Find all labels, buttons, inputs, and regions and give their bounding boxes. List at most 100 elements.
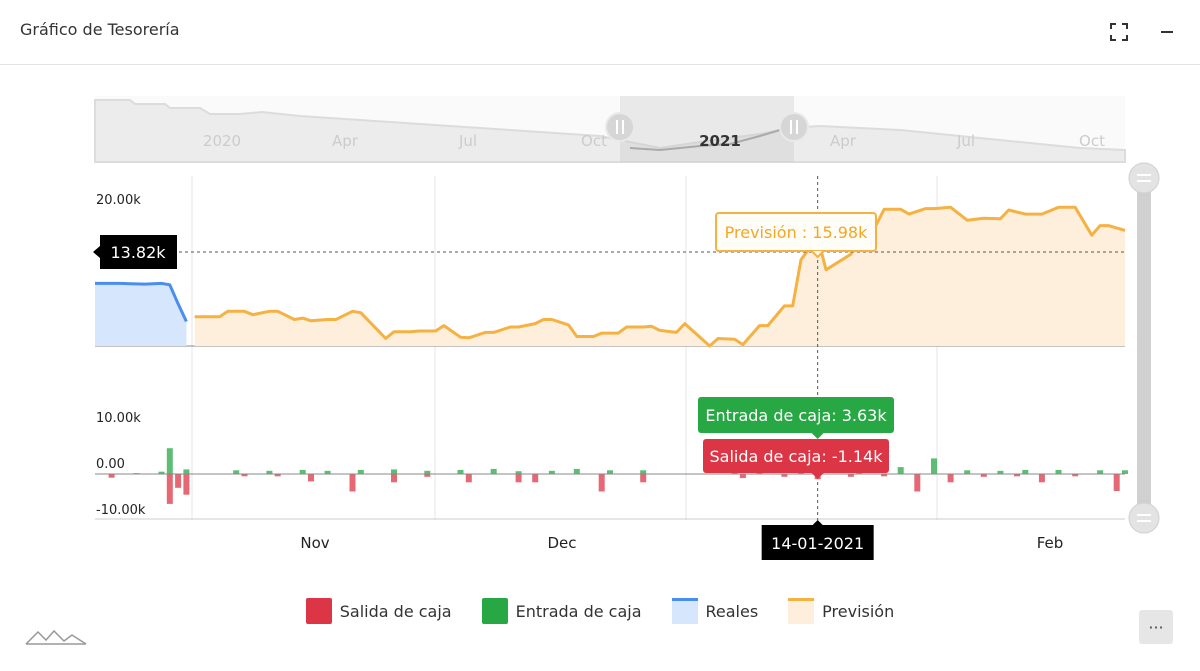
mountain-logo-icon	[24, 626, 88, 652]
entrada-bar	[324, 470, 331, 474]
chart-menu-button[interactable]: ···	[1139, 610, 1173, 644]
scrollbar-handle-top[interactable]	[1128, 162, 1160, 194]
reales-area-fill	[95, 283, 187, 346]
tooltip-entrada: Entrada de caja: 3.63k	[698, 397, 894, 439]
entrada-bar	[1122, 470, 1128, 474]
expand-icon[interactable]	[1107, 20, 1131, 44]
entrada-bar	[266, 470, 273, 474]
entrada-bar	[490, 468, 497, 474]
crosshair-y-value: 13.82k	[110, 243, 166, 262]
navigator-label: Oct	[581, 132, 607, 150]
prevision-area-fill	[194, 207, 1125, 346]
salida-bar	[980, 474, 987, 477]
legend-label-reales: Reales	[705, 601, 759, 621]
tooltip-salida-text: Salida de caja: -1.14k	[710, 447, 884, 466]
tooltip-salida: Salida de caja: -1.14k	[703, 439, 889, 479]
salida-bar	[424, 474, 431, 477]
salida-bar	[532, 474, 539, 483]
entrada-bar	[897, 467, 904, 474]
salida-bar	[1113, 474, 1120, 491]
bar-y-tick-label: 0.00	[96, 457, 125, 472]
balance-area-chart: 20.00k 0.00 Nov Dec Feb	[95, 176, 1126, 552]
legend-item-salida[interactable]: Salida de caja	[305, 598, 452, 624]
entrada-bar	[158, 471, 165, 474]
navigator-label: Apr	[332, 132, 359, 150]
salida-bar	[241, 474, 248, 477]
navigator-label: 2021	[699, 132, 741, 150]
navigator-selected-range	[620, 96, 794, 162]
entrada-bar	[640, 470, 647, 474]
legend-swatch-salida	[305, 598, 332, 624]
navigator-handle-left[interactable]	[605, 112, 635, 142]
entrada-bar	[573, 468, 580, 474]
salida-bar	[640, 474, 647, 483]
salida-bar	[739, 474, 746, 479]
salida-bar	[391, 474, 397, 483]
navigator-overview-series	[94, 99, 1126, 163]
salida-bar	[1014, 474, 1020, 477]
legend-item-reales[interactable]: Reales	[671, 598, 759, 624]
salida-bar	[1038, 474, 1045, 483]
entrada-bar	[607, 470, 613, 474]
salida-bar	[465, 474, 472, 483]
entrada-bar	[233, 470, 240, 474]
salida-bar	[598, 474, 605, 492]
reales-series-line	[95, 281, 188, 323]
entrada-bar	[931, 458, 937, 474]
chart-title: Gráfico de Tesorería	[20, 20, 180, 39]
navigator-selected-series	[629, 129, 781, 152]
x-axis-label: Dec	[547, 534, 576, 552]
legend-item-entrada[interactable]: Entrada de caja	[481, 598, 642, 624]
legend-label-entrada: Entrada de caja	[515, 601, 642, 621]
crosshair-y-label: 13.82k	[93, 235, 177, 270]
legend-swatch-reales	[671, 598, 698, 624]
salida-bar	[1072, 474, 1079, 477]
chart-header: Gráfico de Tesorería	[0, 0, 1200, 65]
navigator-label: 2020	[203, 132, 241, 150]
salida-bar	[781, 474, 788, 477]
scrollbar-track	[1137, 178, 1151, 518]
cashflow-bar-chart: 10.00k 0.00 -10.00k	[95, 411, 1128, 518]
vertical-scrollbar	[1128, 162, 1160, 534]
entrada-bar	[183, 469, 190, 474]
tooltip-prevision-text: Previsión : 15.98k	[725, 223, 868, 242]
entrada-bar	[391, 469, 397, 474]
bar-y-tick-label: 10.00k	[96, 411, 141, 426]
prevision-series-line	[194, 205, 1126, 348]
chart-legend: Salida de caja Entrada de caja Reales Pr…	[0, 596, 1200, 626]
legend-label-prevision: Previsión	[822, 601, 895, 621]
minus-icon[interactable]	[1155, 20, 1179, 44]
legend-swatch-entrada	[481, 598, 508, 624]
legend-item-prevision[interactable]: Previsión	[788, 598, 894, 624]
salida-bar	[274, 474, 281, 477]
scrollbar-handle-bottom[interactable]	[1128, 502, 1160, 534]
navigator-label: Jul	[458, 132, 477, 150]
treasury-chart[interactable]: 2020 Apr Jul Oct 2021 Apr Jul Oct 20.00k 0.00 Nov…	[0, 0, 1200, 600]
entrada-bar	[1022, 469, 1029, 474]
tooltip-layer: 13.82k 14-01-2021 Previsión : 15.98k Entrad…	[93, 176, 1125, 560]
salida-bar	[308, 474, 314, 482]
entrada-bar	[1055, 469, 1062, 474]
entrada-bar	[1097, 470, 1104, 474]
crosshair-x-value: 14-01-2021	[771, 534, 864, 553]
salida-bar	[166, 474, 173, 504]
salida-bar	[947, 474, 954, 483]
tooltip-prevision: Previsión : 15.98k	[715, 212, 877, 259]
navigator-label: Oct	[1079, 132, 1105, 150]
entrada-bar	[166, 448, 173, 474]
legend-swatch-prevision	[788, 598, 815, 624]
entrada-bar	[357, 469, 364, 474]
navigator-label: Apr	[830, 132, 857, 150]
x-axis-label: Feb	[1037, 534, 1064, 552]
salida-bar	[175, 474, 182, 488]
salida-bar	[881, 474, 888, 477]
area-y-tick-label: 20.00k	[96, 193, 141, 208]
entrada-bar	[299, 469, 306, 474]
entrada-bar	[548, 470, 555, 474]
salida-bar	[108, 474, 115, 478]
salida-bar	[847, 474, 854, 477]
navigator-handle-right[interactable]	[779, 112, 809, 142]
menu-icon: ···	[1148, 617, 1164, 637]
bar-y-tick-label: -10.00k	[96, 503, 146, 518]
crosshair-x-label: 14-01-2021	[761, 520, 874, 560]
